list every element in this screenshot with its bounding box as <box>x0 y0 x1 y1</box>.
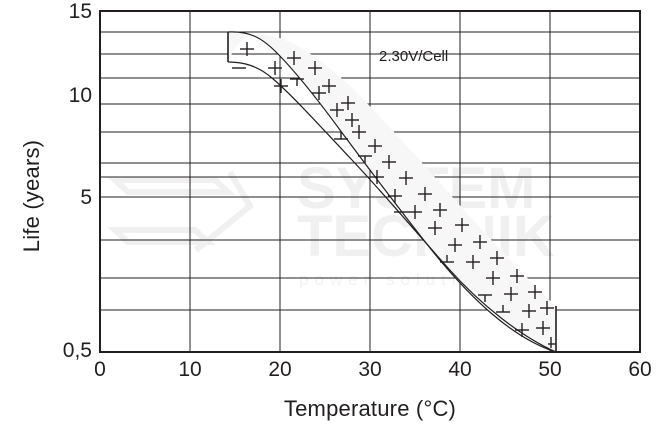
x-tick-label-0: 0 <box>94 358 106 381</box>
watermark-logo <box>107 170 254 253</box>
y-tick-label-15: 15 <box>68 0 92 23</box>
x-axis-title: Temperature (°C) <box>283 396 457 421</box>
x-tick-label-40: 40 <box>448 358 472 381</box>
y-tick-label-5: 5 <box>80 186 92 209</box>
x-tick-label-30: 30 <box>358 358 382 381</box>
x-tick-label-60: 60 <box>628 358 652 381</box>
x-tick-label-50: 50 <box>538 358 562 381</box>
x-tick-label-10: 10 <box>178 358 202 381</box>
y-tick-label-0-5: 0,5 <box>62 339 92 362</box>
lower-life-curve <box>227 61 557 353</box>
watermark-line3: power solutions <box>299 270 507 289</box>
band-hatch-markers <box>232 42 556 348</box>
y-tick-label-10: 10 <box>68 84 92 107</box>
axis-frame <box>99 10 641 353</box>
voltage-annotation: 2.30V/Cell <box>379 48 449 65</box>
life-band-fill <box>228 31 556 352</box>
upper-life-curve <box>227 31 557 353</box>
x-tick-label-20: 20 <box>268 358 292 381</box>
